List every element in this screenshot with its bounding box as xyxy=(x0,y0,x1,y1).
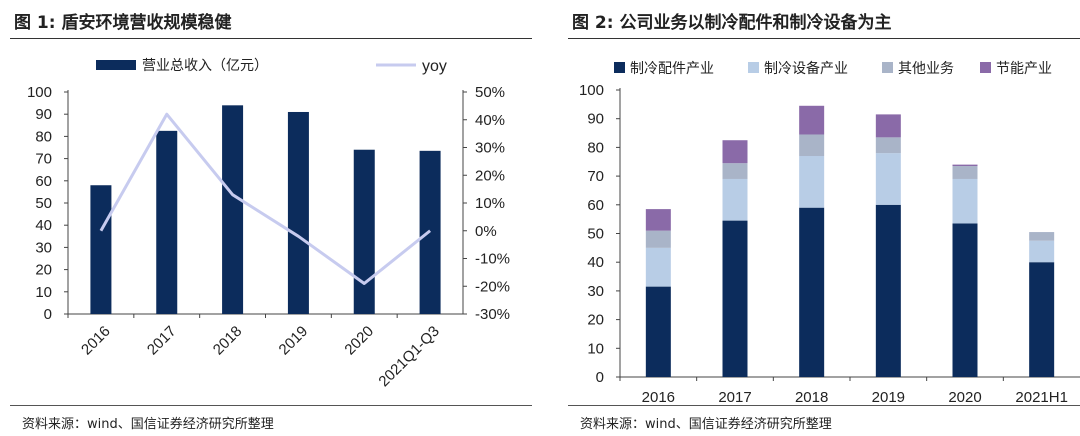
left-tick-label: 30 xyxy=(35,239,52,256)
x-tick-label: 2020 xyxy=(341,323,377,359)
y-tick-label: 30 xyxy=(587,283,604,300)
right-tick-label: -30% xyxy=(475,306,510,323)
left-tick-label: 10 xyxy=(35,284,52,301)
right-tick-label: -20% xyxy=(475,278,510,295)
right-tick-label: 20% xyxy=(475,167,505,184)
figure-1-chart: 0 10 20 30 40 50 60 70 80 90 100 -30% -20% -10% 0% 10% 2… xyxy=(27,57,510,390)
legend-label-3: 其他业务 xyxy=(898,60,954,76)
stacked-bar-segment-1 xyxy=(645,286,671,377)
stacked-bar-segment-3 xyxy=(722,163,748,179)
stacked-bar-segment-4 xyxy=(645,209,671,231)
right-tick-label: 40% xyxy=(475,112,505,129)
y-tick-label: 100 xyxy=(579,82,604,99)
left-tick-label: 80 xyxy=(35,128,52,145)
stacked-bar-segment-2 xyxy=(799,156,825,208)
x-tick-label: 2016 xyxy=(642,389,675,406)
stacked-bar-segment-4 xyxy=(722,140,748,164)
figure-2-source-rule xyxy=(568,405,1080,406)
figure-2-title-rule xyxy=(568,38,1080,39)
right-tick-label: 10% xyxy=(475,195,505,212)
stacked-bar-segment-1 xyxy=(952,223,978,377)
y-tick-label: 80 xyxy=(587,139,604,156)
stacked-bar-segment-1 xyxy=(875,204,901,377)
y-tick-label: 50 xyxy=(587,226,604,243)
x-tick-label: 2021Q1-Q3 xyxy=(375,323,442,390)
stacked-bar-segment-1 xyxy=(1029,262,1055,377)
stacked-bar-segment-1 xyxy=(722,220,748,377)
revenue-bar xyxy=(222,105,244,314)
y-tick-label: 10 xyxy=(587,340,604,357)
x-tick-label: 2019 xyxy=(276,323,312,359)
left-tick-label: 90 xyxy=(35,106,52,123)
figure-2-source: 资料来源：wind、国信证券经济研究所整理 xyxy=(580,417,832,432)
revenue-bar xyxy=(287,111,309,314)
figure-1-source: 资料来源：wind、国信证券经济研究所整理 xyxy=(22,417,274,432)
legend-label-revenue: 营业总收入（亿元） xyxy=(142,57,268,73)
figure-1-title: 图 1: 盾安环境营收规模稳健 xyxy=(14,13,232,33)
x-tick-label: 2020 xyxy=(948,389,981,406)
stacked-bar-segment-2 xyxy=(722,178,748,221)
x-tick-label: 2019 xyxy=(872,389,905,406)
stacked-bar-segment-4 xyxy=(952,164,978,167)
figure-1-panel: 图 1: 盾安环境营收规模稳健 0 10 20 30 40 50 60 70 80 90 100 -3… xyxy=(0,0,532,436)
figure-2-chart: 0 10 20 30 40 50 60 70 80 90 100 2016 2017 2018 2019 20… xyxy=(579,60,1080,406)
left-tick-label: 20 xyxy=(35,262,52,279)
legend-label-2: 制冷设备产业 xyxy=(764,60,848,76)
revenue-bar xyxy=(353,149,375,314)
x-tick-label: 2016 xyxy=(78,323,114,359)
y-tick-label: 60 xyxy=(587,197,604,214)
legend-swatch-1 xyxy=(614,62,625,73)
legend-swatch-4 xyxy=(980,62,991,73)
right-tick-label: 0% xyxy=(475,223,497,240)
yoy-line xyxy=(99,112,432,285)
right-tick-label: -10% xyxy=(475,251,510,268)
left-tick-label: 40 xyxy=(35,217,52,234)
legend-swatch-3 xyxy=(882,62,893,73)
y-tick-label: 70 xyxy=(587,168,604,185)
x-tick-label: 2018 xyxy=(210,323,246,359)
stacked-bar-segment-2 xyxy=(952,178,978,224)
stacked-bar-segment-2 xyxy=(1029,240,1055,263)
figure-1-title-rule xyxy=(10,38,532,39)
y-tick-label: 90 xyxy=(587,111,604,128)
stacked-bar-segment-1 xyxy=(799,207,825,377)
x-tick-label: 2017 xyxy=(144,323,180,359)
legend-label-4: 节能产业 xyxy=(996,60,1052,76)
stacked-bar-segment-3 xyxy=(645,230,671,248)
x-tick-label: 2018 xyxy=(795,389,828,406)
figure-2-title: 图 2: 公司业务以制冷配件和制冷设备为主 xyxy=(572,13,892,33)
x-tick-label: 2021H1 xyxy=(1015,389,1068,406)
stacked-bar-segment-2 xyxy=(875,153,901,205)
legend-label-1: 制冷配件产业 xyxy=(630,60,714,76)
stacked-bar-segment-3 xyxy=(875,137,901,154)
figure-2-panel: 图 2: 公司业务以制冷配件和制冷设备为主 0 10 20 30 40 50 60 70 80 9… xyxy=(558,0,1080,436)
stacked-bar-segment-3 xyxy=(1029,232,1055,241)
stacked-bar-segment-4 xyxy=(875,114,901,138)
legend-swatch-2 xyxy=(748,62,759,73)
left-tick-label: 70 xyxy=(35,151,52,168)
y-tick-label: 40 xyxy=(587,254,604,271)
left-tick-label: 50 xyxy=(35,195,52,212)
right-tick-label: 30% xyxy=(475,140,505,157)
revenue-bar xyxy=(90,185,112,314)
stacked-bar-segment-3 xyxy=(952,166,978,179)
legend-label-yoy: yoy xyxy=(422,58,447,75)
x-tick-label: 2017 xyxy=(718,389,751,406)
stacked-bar-segment-3 xyxy=(799,134,825,157)
left-tick-label: 0 xyxy=(44,306,52,323)
legend-swatch-revenue xyxy=(96,60,136,70)
stacked-bar-segment-4 xyxy=(799,105,825,135)
y-tick-label: 20 xyxy=(587,312,604,329)
revenue-bar xyxy=(156,130,178,314)
left-tick-label: 100 xyxy=(27,84,52,101)
stacked-bar-segment-2 xyxy=(645,247,671,287)
figure-1-source-rule xyxy=(10,405,532,406)
left-tick-label: 60 xyxy=(35,173,52,190)
y-tick-label: 0 xyxy=(596,369,604,386)
right-tick-label: 50% xyxy=(475,84,505,101)
